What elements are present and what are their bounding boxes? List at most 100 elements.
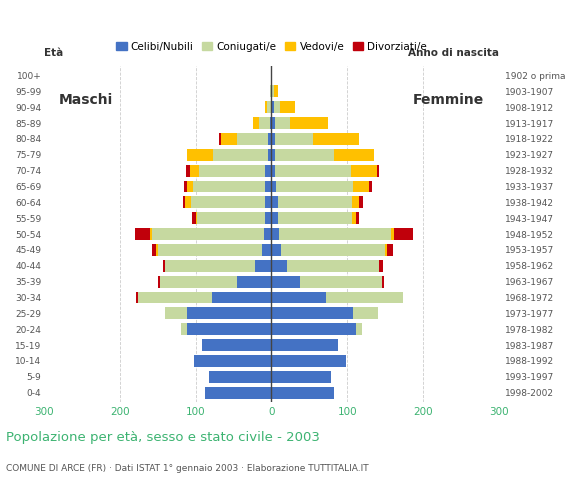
Bar <box>271 212 278 224</box>
Bar <box>270 117 271 129</box>
Bar <box>213 149 268 161</box>
Bar <box>291 117 328 129</box>
Bar <box>278 196 352 208</box>
Text: Maschi: Maschi <box>59 93 114 107</box>
Bar <box>266 196 271 208</box>
Bar <box>271 85 272 97</box>
Bar <box>138 291 212 303</box>
Bar <box>279 228 392 240</box>
Bar <box>199 165 266 177</box>
Bar <box>271 133 275 145</box>
Bar <box>271 101 274 113</box>
Bar <box>187 307 271 319</box>
Bar <box>205 387 271 398</box>
Text: Popolazione per età, sesso e stato civile - 2003: Popolazione per età, sesso e stato civil… <box>6 431 320 444</box>
Bar <box>271 149 275 161</box>
Bar <box>255 260 271 272</box>
Bar <box>187 149 213 161</box>
Bar <box>237 276 271 288</box>
Bar <box>262 244 271 256</box>
Legend: Celibi/Nubili, Coniugati/e, Vedovi/e, Divorziati/e: Celibi/Nubili, Coniugati/e, Vedovi/e, Di… <box>112 37 431 56</box>
Bar <box>300 276 382 288</box>
Bar <box>152 228 264 240</box>
Bar <box>271 291 326 303</box>
Bar <box>192 212 195 224</box>
Text: COMUNE DI ARCE (FR) · Dati ISTAT 1° gennaio 2003 · Elaborazione TUTTITALIA.IT: COMUNE DI ARCE (FR) · Dati ISTAT 1° genn… <box>6 464 368 473</box>
Bar <box>266 180 271 192</box>
Bar <box>271 228 279 240</box>
Bar <box>287 260 379 272</box>
Bar <box>281 244 385 256</box>
Text: Femmine: Femmine <box>412 93 484 107</box>
Bar <box>187 323 271 335</box>
Bar <box>276 149 335 161</box>
Bar <box>219 133 222 145</box>
Bar <box>165 260 255 272</box>
Bar <box>153 244 156 256</box>
Bar <box>135 228 150 240</box>
Bar <box>150 228 152 240</box>
Bar <box>353 307 378 319</box>
Bar <box>392 228 394 240</box>
Bar <box>356 323 362 335</box>
Bar <box>266 212 271 224</box>
Bar <box>394 228 412 240</box>
Bar <box>190 165 199 177</box>
Bar <box>271 244 281 256</box>
Bar <box>280 101 295 113</box>
Bar <box>356 212 360 224</box>
Bar <box>252 117 259 129</box>
Bar <box>276 133 313 145</box>
Bar <box>186 165 190 177</box>
Bar <box>271 339 338 351</box>
Text: Età: Età <box>44 48 63 58</box>
Bar <box>183 180 187 192</box>
Bar <box>382 276 385 288</box>
Bar <box>187 180 193 192</box>
Bar <box>276 117 291 129</box>
Bar <box>271 165 275 177</box>
Bar <box>271 371 331 383</box>
Bar <box>274 101 280 113</box>
Bar <box>326 291 404 303</box>
Bar <box>212 291 271 303</box>
Bar <box>193 180 266 192</box>
Bar <box>209 371 271 383</box>
Bar <box>387 244 393 256</box>
Bar <box>368 180 372 192</box>
Bar <box>377 165 379 177</box>
Bar <box>194 355 271 367</box>
Bar <box>271 180 276 192</box>
Bar <box>271 276 300 288</box>
Bar <box>271 387 333 398</box>
Bar <box>237 133 269 145</box>
Bar <box>136 291 138 303</box>
Bar <box>160 276 237 288</box>
Bar <box>158 276 160 288</box>
Bar <box>276 165 351 177</box>
Bar <box>158 244 262 256</box>
Bar <box>156 244 158 256</box>
Bar <box>222 133 237 145</box>
Bar <box>379 260 383 272</box>
Bar <box>313 133 358 145</box>
Bar <box>385 244 387 256</box>
Bar <box>271 355 346 367</box>
Bar <box>276 180 353 192</box>
Bar <box>163 260 165 272</box>
Bar <box>351 165 377 177</box>
Bar <box>264 101 267 113</box>
Bar <box>180 323 187 335</box>
Bar <box>183 196 185 208</box>
Bar <box>353 180 368 192</box>
Bar <box>271 196 278 208</box>
Bar <box>278 212 352 224</box>
Bar <box>185 196 191 208</box>
Bar <box>269 133 271 145</box>
Bar <box>271 117 275 129</box>
Bar <box>267 101 271 113</box>
Bar <box>268 149 271 161</box>
Bar <box>270 85 271 97</box>
Bar <box>195 212 197 224</box>
Bar <box>271 307 353 319</box>
